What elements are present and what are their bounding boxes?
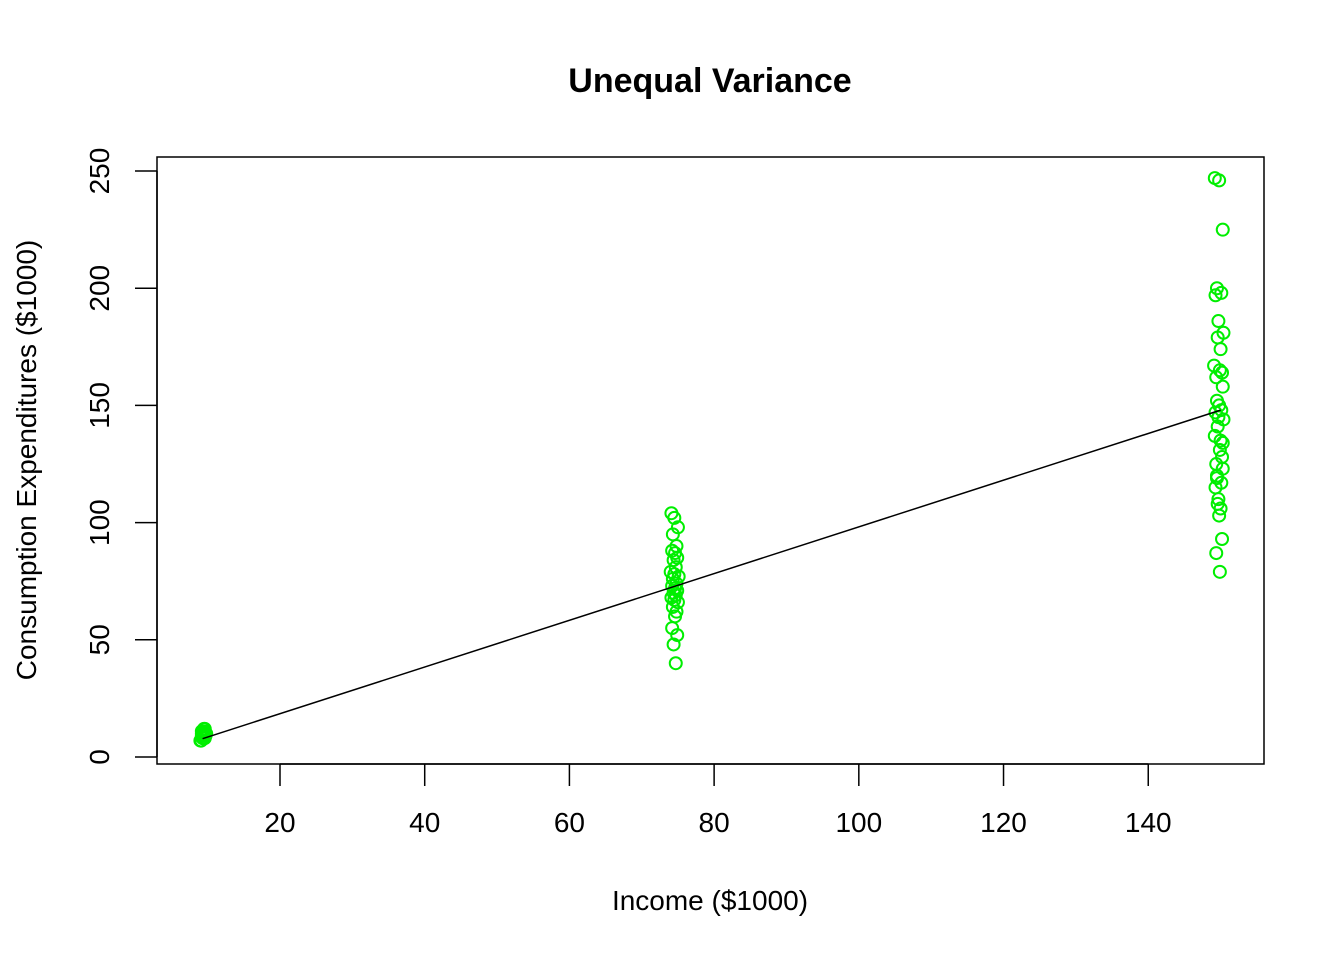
data-point — [1213, 342, 1228, 357]
data-point — [1213, 501, 1228, 516]
y-tick-label: 50 — [84, 624, 115, 655]
x-tick-label: 120 — [980, 807, 1027, 838]
data-point — [1209, 546, 1224, 561]
x-tick-label: 80 — [699, 807, 730, 838]
data-point — [196, 726, 211, 741]
x-tick-label: 140 — [1125, 807, 1172, 838]
regression-line — [202, 409, 1221, 740]
x-axis: 20 40 60 80 100 120 140 — [264, 763, 1172, 838]
data-point — [1215, 435, 1230, 450]
y-axis: 0 50 100 150 200 250 — [84, 148, 158, 765]
data-point — [667, 510, 682, 525]
data-point — [666, 637, 681, 652]
data-point — [1212, 363, 1227, 378]
data-point — [1212, 508, 1227, 523]
data-point — [1212, 564, 1227, 579]
x-tick-label: 40 — [409, 807, 440, 838]
chart-title: Unequal Variance — [568, 62, 851, 100]
data-points — [193, 171, 1231, 748]
data-point — [1208, 288, 1223, 303]
data-point — [1211, 492, 1226, 507]
data-point — [1215, 532, 1230, 547]
data-point — [1215, 379, 1230, 394]
data-point — [670, 628, 685, 643]
x-tick-label: 100 — [835, 807, 882, 838]
y-tick-label: 250 — [84, 148, 115, 195]
data-point — [1209, 471, 1224, 486]
plot-frame — [156, 156, 1265, 765]
data-point — [1209, 370, 1224, 385]
data-point — [1210, 419, 1225, 434]
x-axis-label: Income ($1000) — [612, 885, 808, 916]
data-point — [1209, 281, 1224, 296]
data-point — [1215, 222, 1230, 237]
x-tick-label: 20 — [264, 807, 295, 838]
data-point — [1211, 314, 1226, 329]
y-tick-label: 0 — [84, 749, 115, 765]
data-point — [668, 656, 683, 671]
y-tick-label: 100 — [84, 499, 115, 546]
y-tick-label: 150 — [84, 382, 115, 429]
y-tick-label: 200 — [84, 265, 115, 312]
data-point — [1213, 433, 1228, 448]
y-axis-label: Consumption Expenditures ($1000) — [11, 240, 42, 680]
data-point — [197, 731, 212, 746]
data-point — [1212, 442, 1227, 457]
x-tick-label: 60 — [554, 807, 585, 838]
data-point — [1212, 173, 1227, 188]
